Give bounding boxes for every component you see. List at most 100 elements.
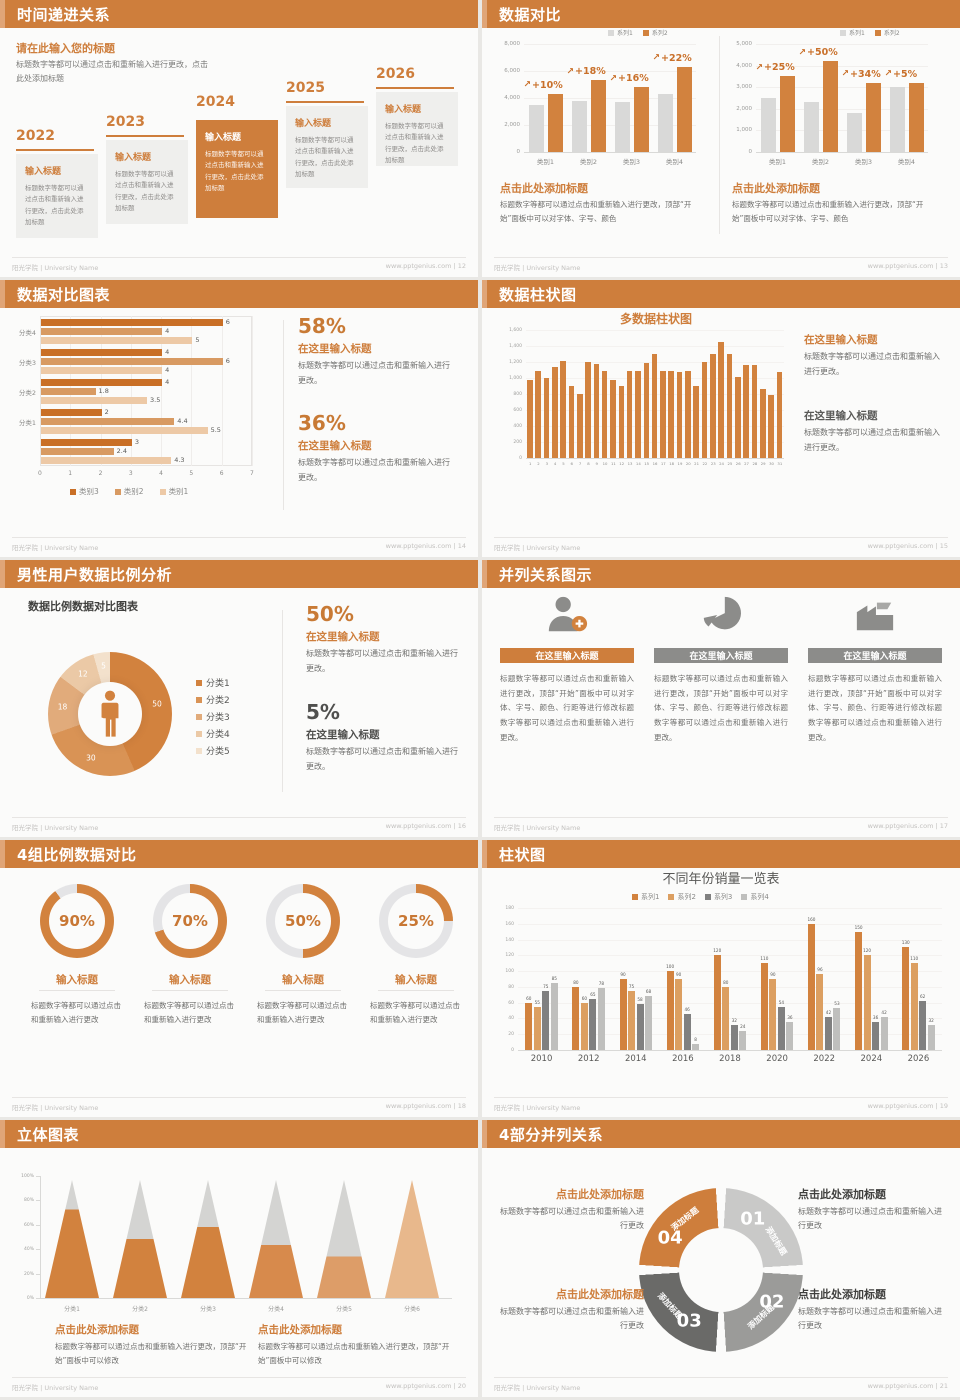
ring-item-title: 输入标题 bbox=[56, 974, 98, 986]
stats-divider bbox=[283, 320, 284, 510]
ring-item-divider bbox=[265, 990, 341, 991]
bar-value-label: 90 bbox=[620, 972, 626, 977]
column-bar bbox=[660, 370, 666, 458]
legend-item: 系列1 bbox=[632, 892, 659, 902]
grouped-bar bbox=[550, 982, 558, 1050]
legend-item: 分类1 bbox=[196, 676, 230, 689]
grouped-bar bbox=[760, 963, 768, 1050]
column-body: 标题数字等都可以通过点击和重新输入进行更改，顶部“开始”面板中可以对字体、字号、… bbox=[500, 674, 634, 742]
slide-title: 男性用户数据比例分析 bbox=[17, 565, 173, 584]
x-tick-label: 20 bbox=[685, 461, 691, 466]
slide-title-bar: 数据对比 bbox=[482, 0, 960, 28]
legend-item: 系列4 bbox=[741, 892, 769, 902]
ring-item-body: 标题数字等都可以通过点击和重新输入进行更改 bbox=[257, 1001, 347, 1024]
group-label: 分类1 bbox=[18, 419, 36, 427]
y-gridline bbox=[756, 65, 928, 67]
y-tick-label: 200 bbox=[513, 440, 522, 445]
slide-content: 不同年份销量一览表 系列1 系列2 系列3 系列4 180 160 140 120 100 80 60… bbox=[482, 868, 960, 1094]
footer-left: 阳光学院 | University Name bbox=[494, 824, 581, 832]
bar-value-label: 150 bbox=[854, 924, 863, 930]
x-gridline bbox=[252, 316, 253, 466]
footer-right: www.pptgenius.com | 16 bbox=[385, 822, 466, 830]
stat-percent: 5% bbox=[306, 700, 340, 724]
stats-divider bbox=[282, 610, 283, 792]
bar-series2 bbox=[590, 80, 606, 152]
y-gridline bbox=[524, 98, 696, 99]
category-label: 类别1 bbox=[536, 158, 555, 166]
text-block-body: 标题数字等都可以通过点击和重新输入进行更改。 bbox=[804, 352, 940, 376]
column-bar bbox=[527, 379, 533, 458]
footer-right: www.pptgenius.com | 15 bbox=[867, 542, 948, 550]
bar-value-label: 78 bbox=[598, 981, 605, 987]
grouped-bar bbox=[713, 955, 721, 1050]
y-tick-label: 20% bbox=[23, 1271, 34, 1277]
growth-label: ↗ +50% bbox=[799, 47, 838, 58]
group-label: 分类2 bbox=[18, 389, 36, 397]
bar-value-label: 90 bbox=[770, 972, 776, 977]
x-tick-label: 7 bbox=[578, 461, 582, 466]
slide-footer: 阳光学院 | University Name www.pptgenius.com … bbox=[12, 257, 466, 272]
y-gridline bbox=[524, 152, 696, 153]
year-label: 2022 bbox=[813, 1054, 836, 1064]
y-tick-label: 6,000 bbox=[504, 68, 520, 74]
x-tick-label: 28 bbox=[752, 461, 758, 466]
h-bar bbox=[41, 337, 193, 344]
column-bar bbox=[710, 354, 716, 458]
legend-swatch bbox=[642, 29, 649, 36]
x-tick-label: 0 bbox=[38, 470, 42, 477]
slide-footer: 阳光学院 | University Name www.pptgenius.com … bbox=[494, 1097, 948, 1112]
x-tick-label: 22 bbox=[702, 461, 708, 466]
y-gridline bbox=[526, 346, 784, 347]
legend-swatch bbox=[668, 894, 675, 900]
bar-value-label: 46 bbox=[684, 1006, 690, 1012]
x-tick-label: 6 bbox=[570, 461, 573, 466]
x-tick-label: 1 bbox=[528, 461, 532, 466]
growth-arrow-icon: ↗ bbox=[755, 62, 764, 73]
bar-value-label: 120 bbox=[713, 948, 722, 954]
h-bar bbox=[41, 358, 223, 365]
timeline-card-title: 输入标题 bbox=[25, 167, 62, 177]
timeline-card-title: 输入标题 bbox=[295, 119, 332, 129]
x-tick-label: 7 bbox=[250, 470, 254, 477]
h-bar bbox=[41, 328, 163, 335]
timeline-card-title: 输入标题 bbox=[115, 153, 152, 163]
y-tick-label: 20 bbox=[508, 1032, 514, 1038]
y-tick-mark bbox=[36, 1200, 40, 1202]
timeline-year: 2025 bbox=[286, 80, 325, 96]
slide-title: 4组比例数据对比 bbox=[17, 845, 137, 864]
grouped-bar bbox=[542, 990, 550, 1050]
footer-left: 阳光学院 | University Name bbox=[12, 824, 99, 832]
h-bar bbox=[41, 379, 163, 386]
legend-swatch bbox=[196, 679, 202, 686]
stat-title: 在这里输入标题 bbox=[298, 343, 372, 355]
growth-arrow-icon: ↗ bbox=[609, 73, 618, 84]
slide-title: 4部分并列关系 bbox=[499, 1125, 603, 1144]
bar-series2 bbox=[547, 93, 563, 152]
chart-title: 不同年份销量一览表 bbox=[662, 872, 780, 887]
y-tick-label: 4,000 bbox=[736, 62, 752, 69]
y-gridline bbox=[518, 971, 942, 973]
timeline-rule bbox=[376, 87, 454, 89]
timeline-card: 输入标题 标题数字等都可以通过点击和重新输入进行更改，点击此处添加标题 bbox=[196, 120, 278, 218]
header-accent-strip bbox=[482, 560, 487, 588]
x-tick-label: 27 bbox=[744, 461, 749, 466]
chart-title: 多数据柱状图 bbox=[619, 312, 692, 326]
legend-label: 分类5 bbox=[206, 747, 230, 757]
column-title-bar: 在这里输入标题 bbox=[500, 648, 634, 663]
grouped-bar bbox=[902, 947, 910, 1050]
grouped-bar bbox=[580, 1002, 588, 1050]
grouped-bar bbox=[855, 931, 863, 1050]
slide-title: 立体图表 bbox=[17, 1125, 80, 1144]
timeline-card: 输入标题 标题数字等都可以通过点击和重新输入进行更改，点击此处添加标题 bbox=[16, 154, 98, 238]
y-tick-mark bbox=[36, 1224, 40, 1226]
slide-content: 0 1 2 3 4 5 6 7 分类4 6 4 5 分类3 4 6 4 分类2 4 1.8 3.5 分类1 2 4.4 5.5… bbox=[0, 308, 478, 534]
section-heading: 请在此输入您的标题 bbox=[16, 42, 115, 55]
y-tick-label: 0 bbox=[519, 456, 522, 461]
column-bar bbox=[576, 394, 583, 458]
progress-ring-label: 70% bbox=[172, 912, 208, 930]
category-label: 类别4 bbox=[665, 158, 684, 166]
bar-series1 bbox=[803, 102, 819, 152]
text-block-body: 标题数字等都可以通过点击和重新输入进行更改。 bbox=[804, 428, 940, 452]
bar-value-label: 2 bbox=[104, 408, 109, 416]
timeline-year: 2023 bbox=[106, 114, 145, 130]
